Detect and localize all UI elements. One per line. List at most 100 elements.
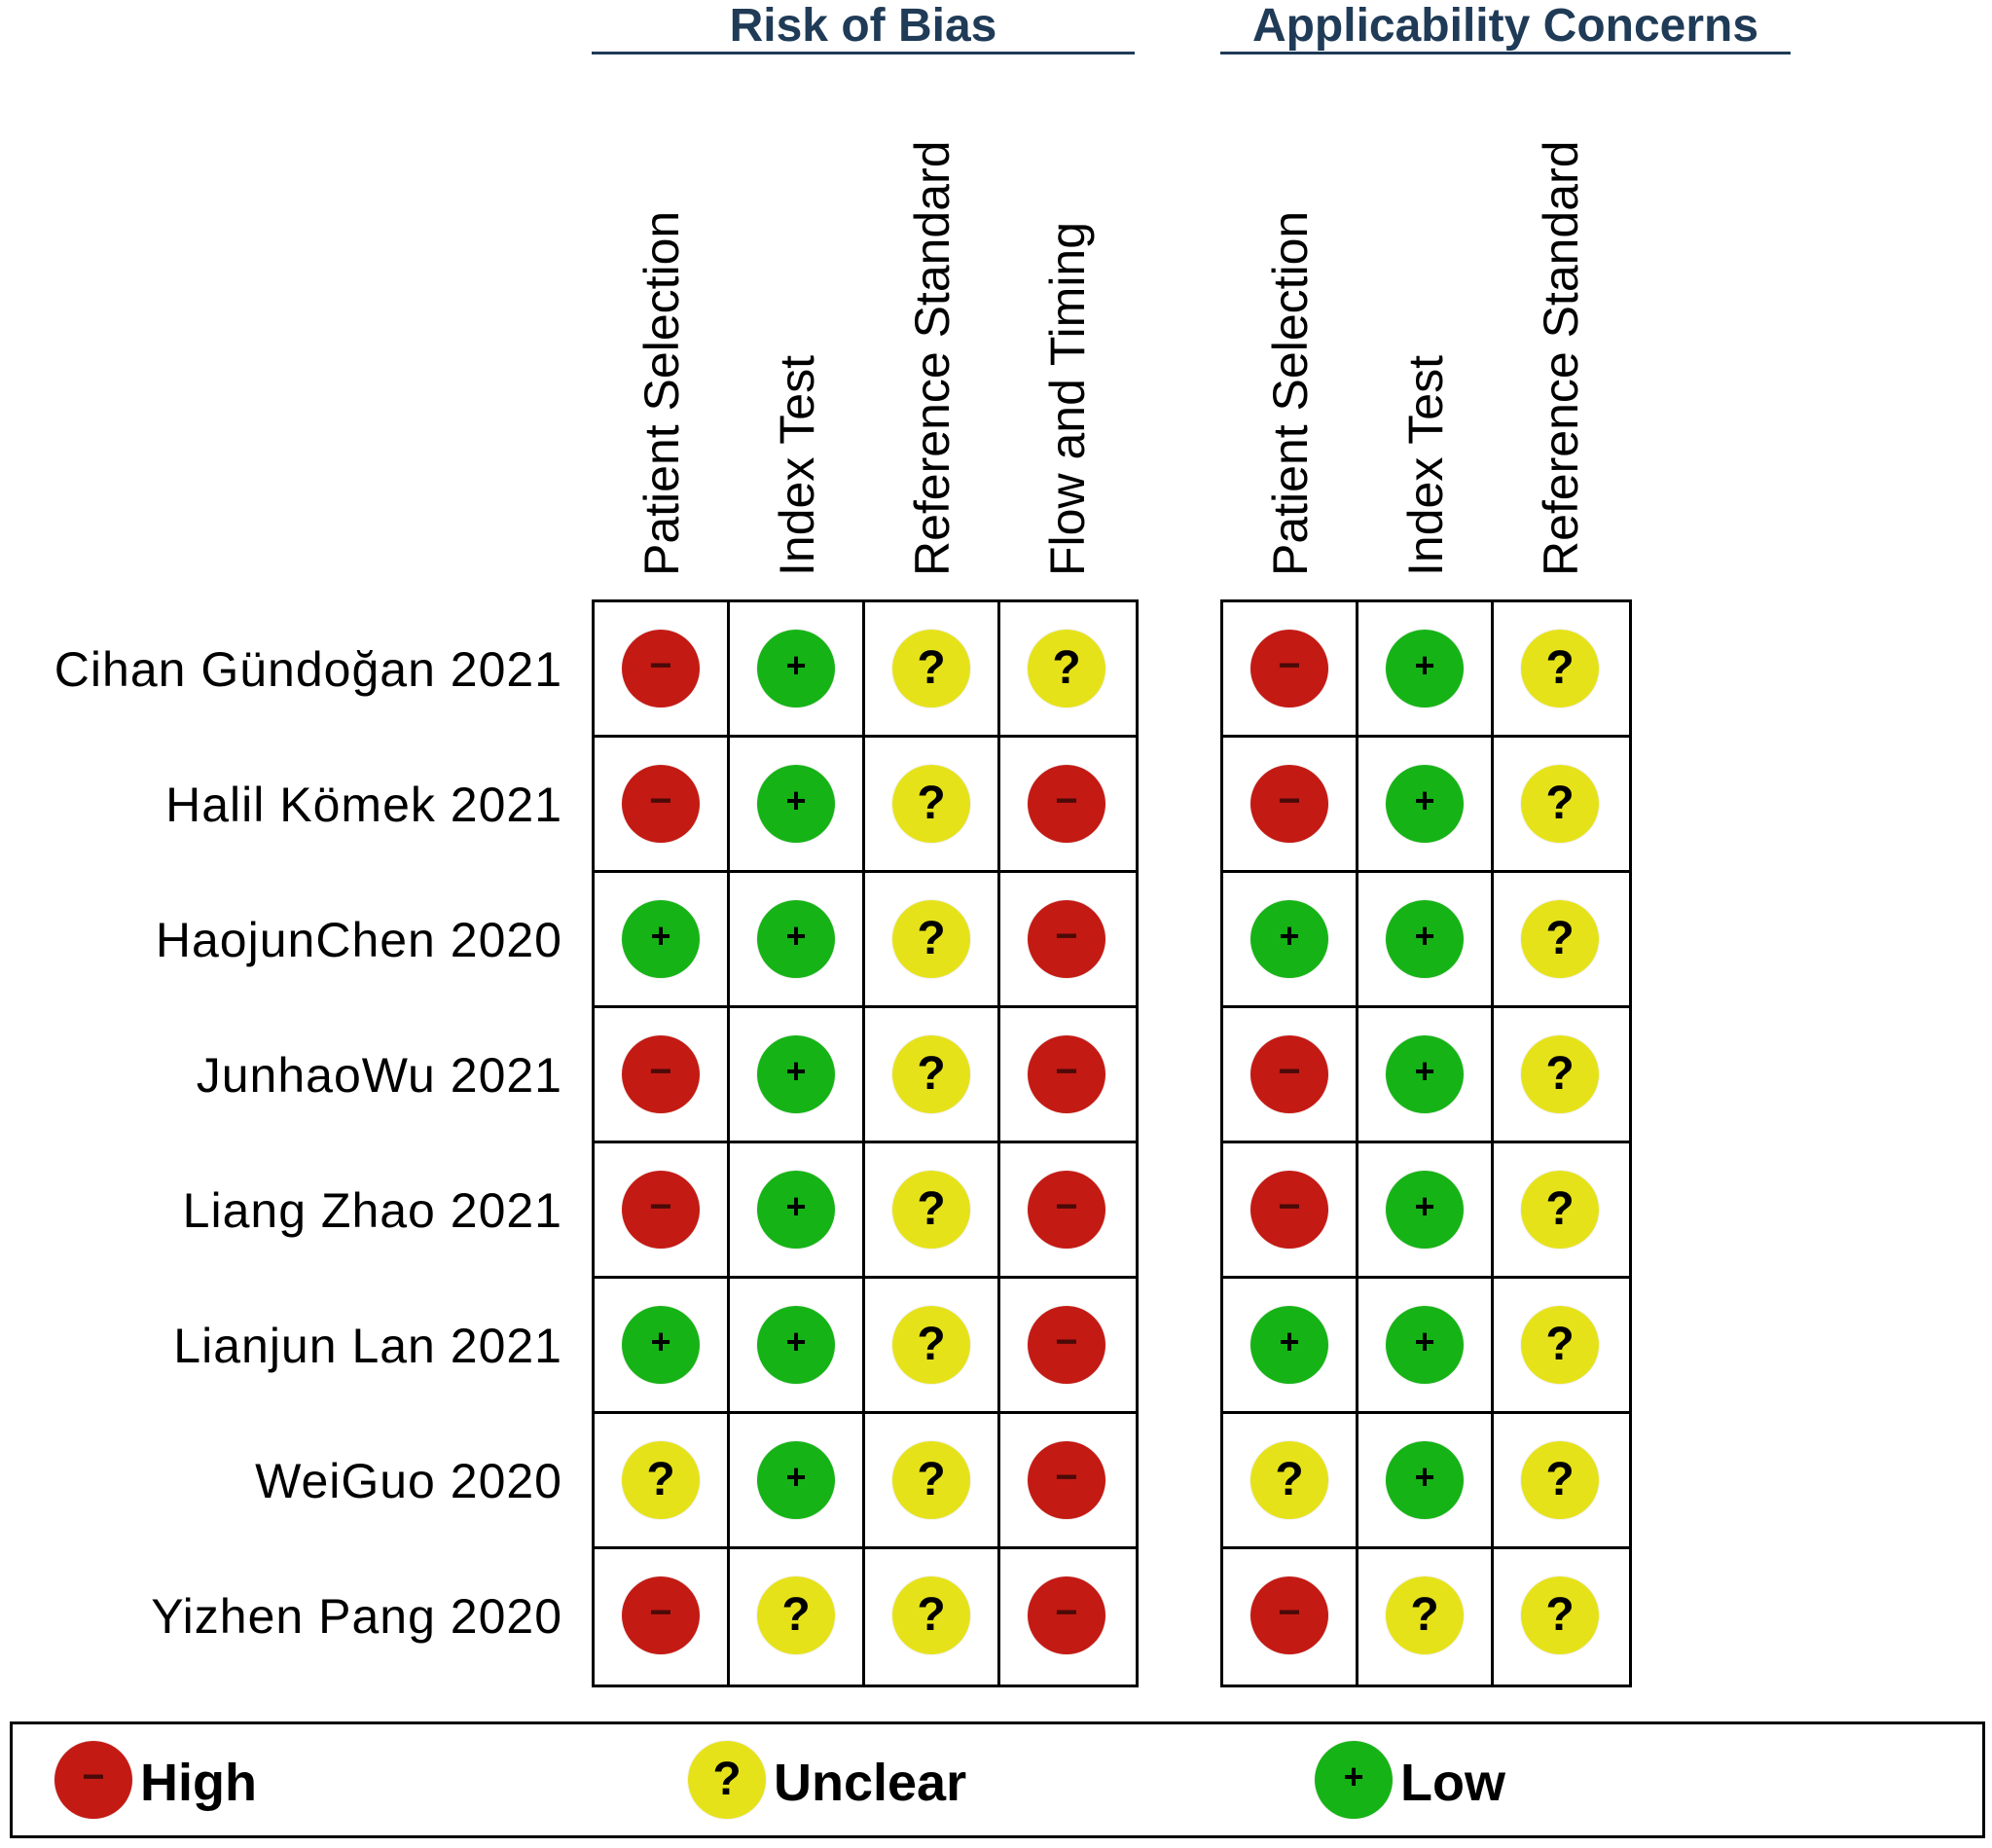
legend: − High ? Unclear + Low	[10, 1721, 1985, 1838]
unclear-risk-marker: ?	[1521, 1306, 1599, 1384]
unclear-risk-marker: ?	[1250, 1441, 1328, 1519]
grid-cell: ?	[1494, 1143, 1629, 1279]
unclear-risk-marker: ?	[1028, 630, 1105, 707]
high-risk-marker: −	[1250, 1576, 1328, 1654]
grid-cell: −	[1000, 1549, 1136, 1685]
grid-cell: +	[730, 602, 865, 738]
unclear-risk-marker: ?	[757, 1576, 835, 1654]
grid-cell: +	[595, 1279, 730, 1414]
low-risk-marker: +	[1386, 1171, 1464, 1249]
grid-cell: +	[730, 873, 865, 1008]
grid-cell: ?	[1494, 1549, 1629, 1685]
grid-cell: ?	[1494, 602, 1629, 738]
grid-cell: +	[1358, 738, 1494, 873]
grid-cell: −	[595, 1008, 730, 1143]
high-risk-marker: −	[622, 630, 700, 707]
low-risk-marker: +	[1386, 1441, 1464, 1519]
legend-label-high: High	[140, 1754, 257, 1812]
grid-cell: −	[1000, 1143, 1136, 1279]
high-risk-marker: −	[1028, 1576, 1105, 1654]
high-risk-marker: −	[1028, 1441, 1105, 1519]
low-risk-marker: +	[757, 630, 835, 707]
high-risk-marker: −	[1028, 900, 1105, 978]
high-risk-marker: −	[1028, 765, 1105, 843]
study-label: WeiGuo 2020	[255, 1454, 562, 1508]
grid-cell: +	[595, 873, 730, 1008]
high-risk-marker: −	[1250, 1171, 1328, 1249]
grid-cell: +	[730, 1008, 865, 1143]
unclear-risk-marker: ?	[1521, 765, 1599, 843]
grid-cell: −	[1223, 1008, 1358, 1143]
grid-cell: +	[1223, 1279, 1358, 1414]
column-label-risk-of-bias-index-test: Index Test	[769, 354, 824, 576]
grid-cell: ?	[865, 873, 1000, 1008]
unclear-risk-marker: ?	[1521, 630, 1599, 707]
high-risk-marker: −	[1250, 765, 1328, 843]
low-risk-marker: +	[1386, 765, 1464, 843]
group-title-applicability-concerns: Applicability Concerns	[1251, 0, 1759, 52]
unclear-risk-marker: ?	[892, 1035, 970, 1113]
low-risk-marker: +	[757, 900, 835, 978]
grid-cell: +	[1358, 602, 1494, 738]
unclear-risk-marker: ?	[892, 1171, 970, 1249]
grid-cell: −	[1000, 1008, 1136, 1143]
grid-cell: −	[1223, 1143, 1358, 1279]
study-label: Cihan Gündoğan 2021	[54, 642, 562, 697]
unclear-risk-marker: ?	[1521, 1035, 1599, 1113]
grid-cell: ?	[865, 1008, 1000, 1143]
grid-cell: +	[1358, 1143, 1494, 1279]
grid-cell: +	[730, 1143, 865, 1279]
grid-cell: +	[1223, 873, 1358, 1008]
legend-label-unclear: Unclear	[774, 1754, 967, 1812]
grid-cell: ?	[865, 1414, 1000, 1549]
grid-cell: ?	[1494, 1008, 1629, 1143]
high-risk-marker: −	[622, 765, 700, 843]
high-risk-marker: −	[1028, 1035, 1105, 1113]
grid-cell: −	[595, 1549, 730, 1685]
low-risk-marker: +	[1386, 1306, 1464, 1384]
grid-cell: −	[595, 738, 730, 873]
study-label: HaojunChen 2020	[155, 913, 562, 967]
grid-cell: +	[730, 1414, 865, 1549]
grid-cell: ?	[1000, 602, 1136, 738]
study-label: JunhaoWu 2021	[196, 1048, 562, 1103]
grid-cell: ?	[595, 1414, 730, 1549]
high-risk-marker: −	[1250, 1035, 1328, 1113]
grid-cell: ?	[1223, 1414, 1358, 1549]
grid-cell: ?	[865, 1279, 1000, 1414]
group-rule-risk-of-bias	[592, 52, 1135, 54]
group-title-risk-of-bias: Risk of Bias	[729, 0, 997, 52]
high-risk-marker: −	[622, 1035, 700, 1113]
unclear-icon: ?	[688, 1741, 766, 1819]
low-risk-marker: +	[757, 1035, 835, 1113]
high-icon: −	[54, 1741, 132, 1819]
unclear-risk-marker: ?	[622, 1441, 700, 1519]
grid-cell: −	[1000, 1279, 1136, 1414]
unclear-risk-marker: ?	[1521, 1576, 1599, 1654]
grid-cell: −	[1000, 873, 1136, 1008]
low-risk-marker: +	[757, 1441, 835, 1519]
grid-cell: −	[1223, 738, 1358, 873]
unclear-risk-marker: ?	[1386, 1576, 1464, 1654]
grid-cell: ?	[865, 1549, 1000, 1685]
grid-cell: +	[730, 738, 865, 873]
column-label-risk-of-bias-flow-and-timing: Flow and Timing	[1039, 221, 1095, 576]
grid-cell: ?	[1494, 738, 1629, 873]
grid-cell: ?	[1494, 1279, 1629, 1414]
low-risk-marker: +	[757, 765, 835, 843]
column-label-applicability-concerns-reference-standard: Reference Standard	[1533, 140, 1588, 576]
low-risk-marker: +	[1386, 900, 1464, 978]
column-label-applicability-concerns-patient-selection: Patient Selection	[1262, 210, 1318, 576]
unclear-risk-marker: ?	[1521, 1171, 1599, 1249]
grid-cell: +	[1358, 873, 1494, 1008]
grid-cell: −	[1223, 1549, 1358, 1685]
applicability-grid: − +? − +? + +? − +? − +? + +?? +? −??	[1220, 599, 1632, 1687]
low-risk-marker: +	[1250, 900, 1328, 978]
grid-cell: +	[1358, 1279, 1494, 1414]
study-label: Lianjun Lan 2021	[173, 1319, 562, 1373]
study-label: Liang Zhao 2021	[182, 1183, 562, 1238]
unclear-risk-marker: ?	[892, 1306, 970, 1384]
high-risk-marker: −	[622, 1171, 700, 1249]
group-rule-applicability-concerns	[1220, 52, 1791, 54]
study-label: Halil Kömek 2021	[165, 778, 562, 832]
